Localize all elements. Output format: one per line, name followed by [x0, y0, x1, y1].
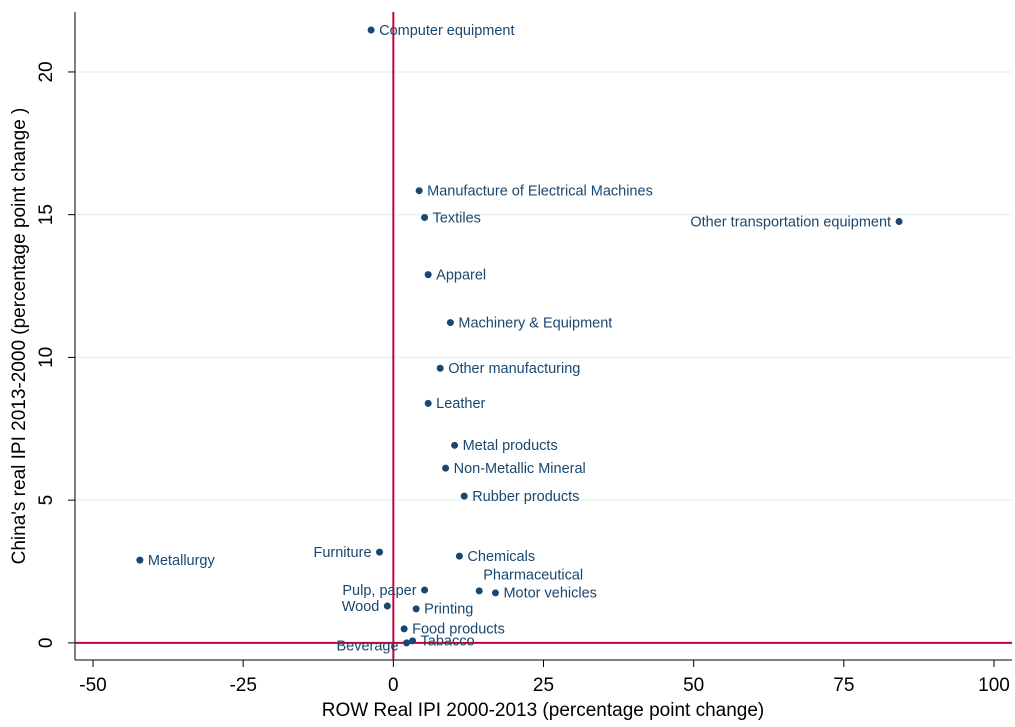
x-tick-label: -25	[229, 675, 256, 696]
point	[460, 492, 468, 500]
point	[367, 26, 375, 34]
point-label: Textiles	[433, 210, 481, 226]
point-label: Rubber products	[472, 489, 579, 505]
point-label: Metal products	[463, 438, 558, 454]
x-axis-label: ROW Real IPI 2000-2013 (percentage point…	[322, 700, 765, 721]
y-tick-label: 15	[36, 204, 57, 225]
x-tick-label: 50	[683, 675, 704, 696]
point	[400, 625, 408, 633]
point	[451, 441, 459, 449]
point-label: Motor vehicles	[503, 586, 596, 602]
point-label: Other manufacturing	[448, 361, 580, 377]
point-label: Chemicals	[467, 549, 535, 565]
point-label: Furniture	[313, 545, 371, 561]
point	[421, 586, 429, 594]
point	[403, 639, 411, 647]
point-label: Other transportation equipment	[690, 214, 891, 230]
x-tick-label: 100	[978, 675, 1010, 696]
point	[383, 602, 391, 610]
point-label: Beverage	[336, 639, 398, 655]
y-tick-label: 0	[36, 638, 57, 649]
point-label: Tabacco	[421, 634, 475, 650]
x-tick-label: 75	[833, 675, 854, 696]
point-label: Leather	[436, 396, 485, 412]
point-label: Pulp, paper	[342, 583, 416, 599]
point	[424, 399, 432, 407]
x-tick-label: 0	[388, 675, 399, 696]
y-tick-label: 10	[36, 347, 57, 368]
point-label: Metallurgy	[148, 553, 216, 569]
point	[436, 364, 444, 372]
point-label: Pharmaceutical	[483, 568, 583, 584]
point	[424, 271, 432, 279]
point	[446, 319, 454, 327]
point	[491, 589, 499, 597]
point	[421, 214, 429, 222]
x-tick-label: -50	[79, 675, 106, 696]
point	[376, 548, 384, 556]
point	[136, 556, 144, 564]
point-label: Printing	[424, 602, 473, 618]
y-tick-label: 5	[36, 495, 57, 506]
point	[409, 637, 417, 645]
point-label: Wood	[342, 599, 380, 615]
point	[415, 187, 423, 195]
point	[475, 587, 483, 595]
point	[442, 464, 450, 472]
point-label: Apparel	[436, 267, 486, 283]
x-tick-label: 25	[533, 675, 554, 696]
point-label: Manufacture of Electrical Machines	[427, 184, 653, 200]
point-label: Non-Metallic Mineral	[454, 461, 586, 477]
point	[412, 605, 420, 613]
point-label: Food products	[412, 622, 505, 638]
point	[895, 218, 903, 226]
point-label: Computer equipment	[379, 23, 514, 39]
point-label: Machinery & Equipment	[458, 315, 612, 331]
point	[455, 552, 463, 560]
y-tick-label: 20	[36, 61, 57, 82]
y-axis-label: China's real IPI 2013-2000 (percentage p…	[9, 108, 30, 565]
